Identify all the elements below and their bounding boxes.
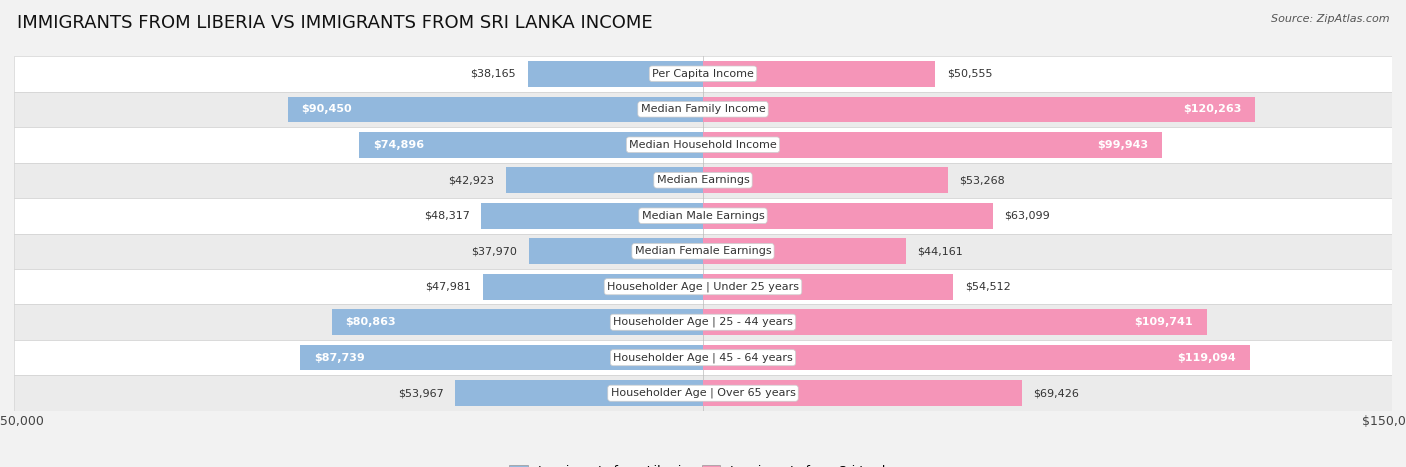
Text: $47,981: $47,981	[425, 282, 471, 292]
Text: Median Household Income: Median Household Income	[628, 140, 778, 150]
Bar	[14, 375, 1392, 411]
Text: IMMIGRANTS FROM LIBERIA VS IMMIGRANTS FROM SRI LANKA INCOME: IMMIGRANTS FROM LIBERIA VS IMMIGRANTS FR…	[17, 14, 652, 32]
Bar	[332, 310, 703, 335]
Text: $53,268: $53,268	[959, 175, 1005, 185]
Text: $63,099: $63,099	[1004, 211, 1050, 221]
Bar	[299, 345, 703, 370]
Bar	[703, 203, 993, 228]
Bar	[14, 127, 1392, 163]
Text: $80,863: $80,863	[346, 317, 396, 327]
Bar	[456, 381, 703, 406]
Text: Householder Age | 25 - 44 years: Householder Age | 25 - 44 years	[613, 317, 793, 327]
Text: $50,555: $50,555	[946, 69, 993, 79]
Text: Median Family Income: Median Family Income	[641, 104, 765, 114]
Bar	[703, 168, 948, 193]
Text: Median Male Earnings: Median Male Earnings	[641, 211, 765, 221]
Text: $99,943: $99,943	[1097, 140, 1149, 150]
Text: Source: ZipAtlas.com: Source: ZipAtlas.com	[1271, 14, 1389, 24]
Bar	[14, 163, 1392, 198]
Bar	[703, 97, 1256, 122]
Bar	[506, 168, 703, 193]
Bar	[14, 234, 1392, 269]
Bar	[288, 97, 703, 122]
Text: $54,512: $54,512	[965, 282, 1011, 292]
Bar	[14, 304, 1392, 340]
Text: $90,450: $90,450	[301, 104, 352, 114]
Bar	[703, 381, 1022, 406]
Legend: Immigrants from Liberia, Immigrants from Sri Lanka: Immigrants from Liberia, Immigrants from…	[505, 460, 901, 467]
Text: Median Earnings: Median Earnings	[657, 175, 749, 185]
Bar	[359, 132, 703, 157]
Bar	[14, 198, 1392, 234]
Text: $42,923: $42,923	[449, 175, 495, 185]
Bar	[482, 274, 703, 299]
Text: $48,317: $48,317	[423, 211, 470, 221]
Text: Householder Age | 45 - 64 years: Householder Age | 45 - 64 years	[613, 353, 793, 363]
Text: Per Capita Income: Per Capita Income	[652, 69, 754, 79]
Bar	[703, 310, 1206, 335]
Text: $44,161: $44,161	[917, 246, 963, 256]
Text: $37,970: $37,970	[471, 246, 517, 256]
Text: Median Female Earnings: Median Female Earnings	[634, 246, 772, 256]
Text: Householder Age | Over 65 years: Householder Age | Over 65 years	[610, 388, 796, 398]
Text: $53,967: $53,967	[398, 388, 444, 398]
Bar	[14, 340, 1392, 375]
Text: $38,165: $38,165	[471, 69, 516, 79]
Text: Householder Age | Under 25 years: Householder Age | Under 25 years	[607, 282, 799, 292]
Bar	[703, 239, 905, 264]
Text: $69,426: $69,426	[1033, 388, 1080, 398]
Bar	[14, 92, 1392, 127]
Text: $87,739: $87,739	[314, 353, 364, 363]
Text: $109,741: $109,741	[1135, 317, 1194, 327]
Bar	[529, 239, 703, 264]
Bar	[703, 61, 935, 86]
Bar	[703, 132, 1161, 157]
Bar	[14, 269, 1392, 304]
Bar	[527, 61, 703, 86]
Bar	[481, 203, 703, 228]
Bar	[703, 274, 953, 299]
Text: $120,263: $120,263	[1184, 104, 1241, 114]
Text: $119,094: $119,094	[1177, 353, 1236, 363]
Bar	[703, 345, 1250, 370]
Bar	[14, 56, 1392, 92]
Text: $74,896: $74,896	[373, 140, 425, 150]
